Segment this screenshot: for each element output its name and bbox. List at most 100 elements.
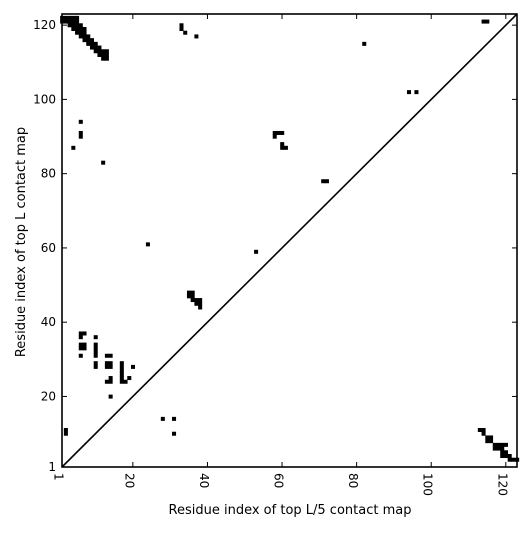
contact-cell-top-l [71, 145, 76, 150]
contact-cell-top-l [93, 353, 98, 358]
y-tick-label: 100 [33, 92, 56, 106]
contact-cell-top-l [108, 376, 113, 381]
contact-cell-top-l [186, 290, 191, 295]
contact-cell-top-l [75, 30, 80, 35]
contact-cell-top-l [93, 350, 98, 355]
contact-cell-top-l5 [500, 450, 505, 455]
contact-cell-top-l5 [507, 457, 512, 462]
contact-cell-top-l [406, 90, 412, 95]
x-tick-label: 40 [197, 473, 211, 488]
contact-cell-top-l [108, 394, 113, 399]
contact-cell-top-l [75, 23, 80, 28]
contact-cell-top-l [67, 15, 72, 20]
contact-cell-top-l5 [503, 442, 508, 447]
contact-cell-top-l [321, 179, 326, 184]
contact-cell-top-l [82, 30, 87, 35]
contact-cell-top-l [283, 145, 288, 150]
contact-cell-top-l [198, 301, 203, 306]
contact-cell-top-l [93, 361, 98, 366]
contact-cell-top-l [93, 364, 98, 369]
contact-cell-top-l [93, 346, 98, 351]
y-tick-label: 80 [41, 167, 56, 181]
contact-cell-top-l [104, 353, 109, 358]
contact-cell-top-l [67, 19, 72, 24]
contact-cell-top-l [71, 27, 76, 32]
contact-cell-top-l [198, 298, 203, 303]
contact-cell-top-l5 [500, 442, 505, 447]
contact-cell-top-l [82, 27, 87, 32]
x-tick-label: 80 [346, 473, 360, 488]
contact-cell-top-l [104, 379, 109, 384]
contact-cell-top-l [101, 160, 106, 165]
contact-cell-top-l [71, 19, 76, 24]
contact-cell-top-l [78, 34, 83, 39]
contact-cell-top-l [119, 372, 124, 377]
contact-cell-top-l [190, 298, 195, 303]
contact-cell-top-l5 [492, 442, 497, 447]
contact-cell-top-l [104, 49, 109, 54]
tick-marks [61, 14, 517, 468]
contact-cell-top-l [127, 376, 132, 381]
contact-cell-top-l [75, 19, 80, 24]
contact-cell-top-l [179, 23, 184, 28]
contact-cell-top-l [78, 331, 83, 336]
contact-cell-top-l5 [507, 454, 512, 459]
contact-cell-top-l [104, 364, 109, 369]
contact-cell-top-l [78, 30, 83, 35]
contact-cell-top-l [82, 346, 87, 351]
contact-cell-top-l [78, 23, 83, 28]
contact-cell-top-l [89, 45, 94, 50]
contact-cell-top-l5 [500, 446, 505, 451]
contact-cell-top-l [131, 364, 136, 369]
contact-cell-top-l [254, 249, 259, 254]
contact-cell-top-l [75, 27, 80, 32]
contact-cell-top-l [93, 335, 98, 340]
contact-cell-top-l [67, 23, 72, 28]
contact-cell-top-l [119, 361, 124, 366]
contact-cell-top-l [78, 119, 83, 124]
contact-cell-top-l [104, 52, 109, 57]
contact-cell-top-l [280, 145, 285, 150]
contact-cell-top-l [93, 342, 98, 347]
contact-cell-top-l [145, 242, 150, 247]
contact-cell-top-l5 [489, 435, 494, 440]
x-axis-label: Residue index of top L/5 contact map [169, 503, 412, 518]
contact-cell-top-l [362, 41, 367, 46]
contact-cell-top-l5 [492, 446, 497, 451]
contact-cell-top-l [78, 335, 83, 340]
contact-cell-top-l [198, 305, 203, 310]
contact-cell-top-l [63, 428, 68, 433]
contact-cell-top-l [172, 416, 177, 421]
contact-cell-top-l [194, 34, 199, 39]
contact-cell-top-l5 [496, 442, 501, 447]
contact-cell-top-l [119, 368, 124, 373]
contact-cell-top-l [89, 38, 94, 43]
contact-cell-top-l [97, 49, 102, 54]
contact-cell-top-l [101, 52, 106, 57]
contact-cell-top-l5 [485, 19, 490, 24]
contact-cell-top-l [86, 38, 91, 43]
contact-cell-top-l [82, 342, 87, 347]
contact-cell-top-l5 [485, 435, 490, 440]
contact-cell-top-l [160, 416, 165, 421]
contact-cell-top-l [78, 134, 83, 139]
contact-cell-top-l [78, 353, 83, 358]
contact-cell-top-l [78, 130, 83, 135]
contact-cell-top-l [186, 294, 191, 299]
contact-cell-top-l [190, 294, 195, 299]
contact-cell-top-l5 [477, 428, 482, 433]
contact-cell-top-l [97, 45, 102, 50]
contact-cell-top-l [82, 34, 87, 39]
y-tick-label: 60 [41, 241, 56, 255]
contact-cells [60, 15, 520, 462]
contact-cell-top-l [108, 361, 113, 366]
plot-frame [61, 13, 518, 468]
contact-cell-top-l5 [485, 439, 490, 444]
contact-cell-top-l [183, 30, 188, 35]
contact-cell-top-l [82, 331, 87, 336]
contact-cell-top-l [75, 15, 80, 20]
contact-cell-top-l [280, 142, 285, 147]
